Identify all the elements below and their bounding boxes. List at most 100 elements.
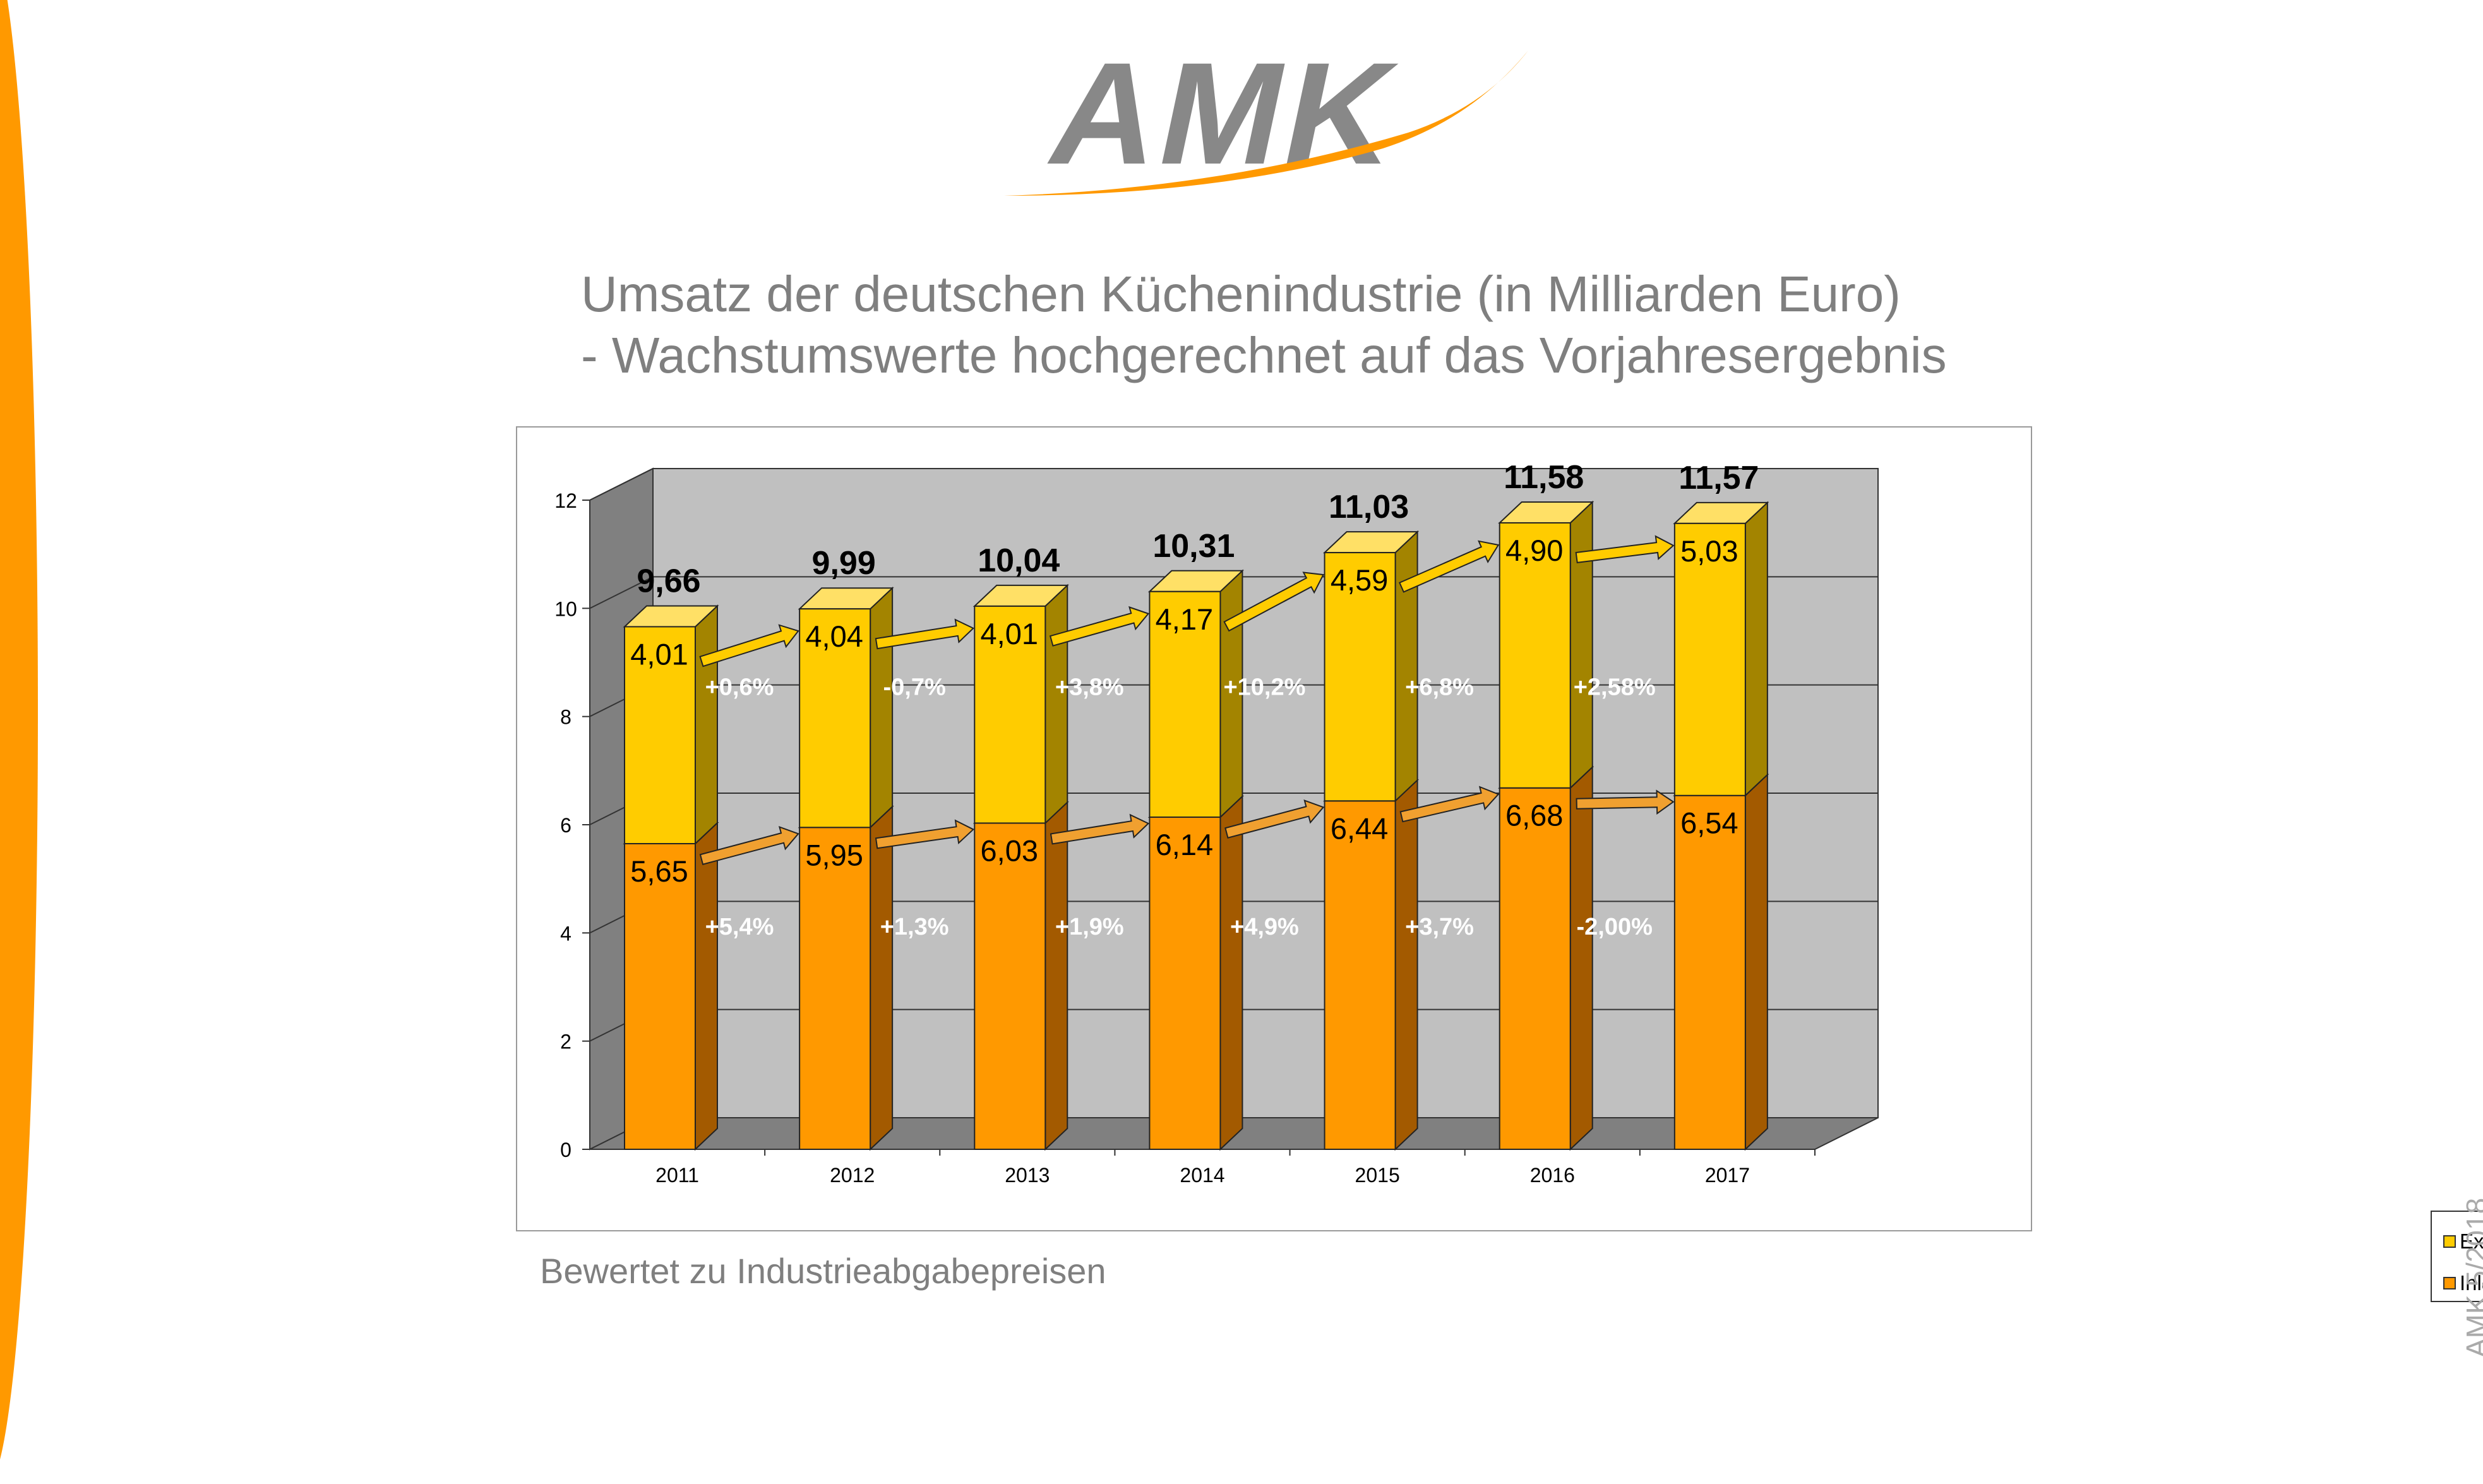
arrow-inland-shape	[875, 819, 975, 849]
bar-inland-side	[1394, 778, 1418, 1151]
arrow-export	[1399, 540, 1500, 593]
arrow-inland	[1576, 789, 1675, 815]
x-tick-label: 2013	[1005, 1164, 1050, 1187]
y-tick-label: 4	[560, 922, 571, 945]
arrow-inland-shape	[1050, 813, 1150, 845]
gridline-side	[589, 468, 654, 501]
growth-inland-label: +4,9%	[1230, 914, 1299, 940]
legend-swatch-export	[2443, 1235, 2456, 1248]
x-tick-label: 2016	[1530, 1164, 1575, 1187]
footnote: Bewertet zu Industrieabgabepreisen	[540, 1251, 1106, 1291]
bar-inland	[1324, 800, 1396, 1150]
side-label: AMK 5/2018	[2460, 1197, 2483, 1358]
legend-label-export: Export	[2460, 1230, 2483, 1253]
growth-inland-label: +1,9%	[1055, 914, 1124, 940]
logo-swoosh	[1004, 51, 1528, 196]
growth-export-label: +6,8%	[1405, 674, 1474, 700]
x-tick-label: 2011	[655, 1164, 699, 1187]
arrow-inland-shape	[699, 825, 799, 865]
arrow-inland	[1399, 786, 1500, 823]
x-tick-label: 2014	[1180, 1164, 1224, 1187]
total-label: 9,99	[812, 545, 876, 582]
arrow-export	[1049, 606, 1150, 647]
total-label: 11,03	[1329, 489, 1409, 525]
y-tick-label: 0	[560, 1139, 571, 1161]
arrow-export-shape	[1575, 535, 1675, 564]
chart-title-line1: Umsatz der deutschen Küchenindustrie (in…	[581, 266, 1901, 322]
arrow-inland	[1224, 799, 1325, 839]
legend-item-inland: Inland	[2443, 1271, 2483, 1295]
bar-export-side	[695, 604, 718, 846]
bar-export	[1673, 522, 1746, 796]
inland-value-label: 6,44	[1331, 811, 1388, 845]
export-value-label: 4,59	[1331, 563, 1388, 597]
bar-export	[624, 626, 696, 844]
bar-inland	[1673, 794, 1746, 1150]
bar-inland-side	[1569, 765, 1593, 1151]
arrow-inland-shape	[1399, 786, 1500, 823]
total-label: 11,57	[1678, 460, 1759, 496]
bar-export-side	[1044, 583, 1068, 825]
bar-export	[799, 608, 871, 829]
legend: Export Inland	[2431, 1211, 2483, 1302]
bar-export-side	[870, 586, 894, 829]
arrow-export	[699, 624, 799, 667]
growth-inland-label: +3,7%	[1405, 914, 1474, 940]
bar-inland-side	[870, 805, 894, 1151]
y-tick-label: 10	[554, 597, 577, 620]
y-tick-label: 8	[560, 706, 571, 729]
growth-export-label: +2,58%	[1574, 674, 1656, 700]
inland-value-label: 5,95	[805, 838, 863, 871]
bar-inland-side	[1219, 794, 1243, 1151]
bar-inland	[974, 822, 1046, 1150]
legend-label-inland: Inland	[2460, 1271, 2483, 1295]
bar-export-side	[1569, 500, 1593, 790]
bar-inland-side	[1044, 801, 1068, 1151]
arrow-inland-shape	[1224, 799, 1325, 839]
y-tick-label: 6	[560, 814, 571, 837]
arrow-export	[875, 618, 975, 650]
y-tick-label: 12	[554, 489, 577, 512]
arrow-inland-shape	[1576, 789, 1675, 815]
bar-export	[974, 605, 1046, 824]
export-value-label: 4,17	[1156, 602, 1213, 636]
bar-inland-side	[1744, 773, 1768, 1151]
orange-side-arc	[0, 0, 38, 1484]
total-label: 11,58	[1504, 459, 1584, 496]
x-tick-label: 2017	[1705, 1164, 1750, 1187]
export-value-label: 4,01	[630, 637, 688, 671]
arrow-export-shape	[699, 624, 799, 667]
arrow-inland	[1050, 813, 1150, 845]
arrow-inland	[875, 819, 975, 849]
total-label: 10,04	[978, 542, 1060, 579]
bar-inland	[799, 827, 871, 1150]
inland-value-label: 6,03	[981, 834, 1038, 867]
export-value-label: 4,01	[981, 617, 1038, 650]
inland-value-label: 6,68	[1505, 799, 1563, 832]
growth-inland-label: +1,3%	[880, 914, 949, 940]
bar-inland	[1149, 817, 1221, 1150]
bar-inland	[1499, 787, 1571, 1150]
bar-export	[1149, 590, 1221, 818]
legend-item-export: Export	[2443, 1230, 2483, 1254]
export-value-label: 5,03	[1680, 534, 1738, 568]
bar-inland-side	[695, 821, 718, 1151]
growth-export-label: +0,6%	[705, 674, 774, 700]
arrow-export-shape	[1049, 606, 1150, 647]
arrow-export-shape	[1223, 571, 1325, 632]
total-label: 9,66	[637, 563, 700, 599]
growth-export-label: -0,7%	[883, 674, 946, 700]
arrow-export-shape	[1399, 540, 1500, 593]
bar-inland	[624, 842, 696, 1150]
chart-frame: 0 2 4 6 8 10 12 2011 5,65 4,01 9,66 2012 5,95 4,04 9,9…	[516, 426, 2483, 1302]
arrow-inland	[699, 825, 799, 865]
export-value-label: 4,90	[1505, 534, 1563, 567]
inland-value-label: 5,65	[630, 854, 688, 888]
gridline-side	[589, 576, 654, 609]
arrow-export-shape	[875, 618, 975, 650]
x-tick-label: 2015	[1355, 1164, 1400, 1187]
inland-value-label: 6,14	[1156, 828, 1213, 861]
legend-swatch-inland	[2443, 1277, 2456, 1290]
bar-export-side	[1744, 501, 1768, 798]
chart-title-line2: - Wachstumswerte hochgerechnet auf das V…	[581, 327, 1947, 383]
